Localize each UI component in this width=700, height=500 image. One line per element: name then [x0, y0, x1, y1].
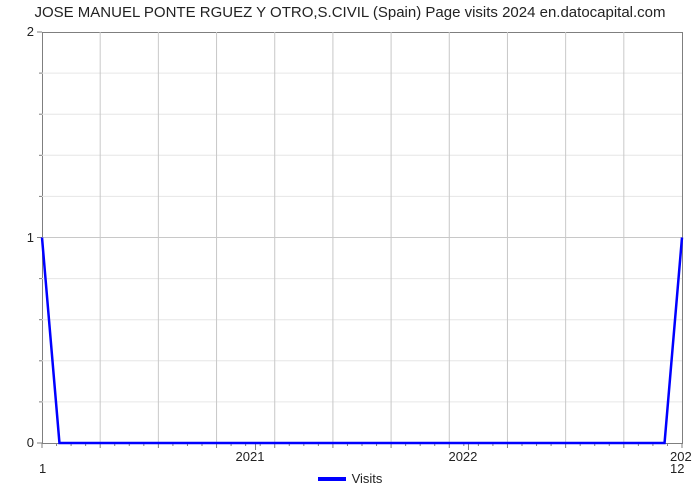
x-tick-2021: 2021 — [236, 449, 265, 464]
legend: Visits — [0, 471, 700, 486]
chart-svg — [0, 0, 700, 500]
legend-swatch-visits — [318, 477, 346, 481]
x-end-right-clipped: 202 — [670, 449, 700, 464]
x-tick-2022: 2022 — [448, 449, 477, 464]
y-tick-0: 0 — [27, 435, 34, 450]
chart-container: JOSE MANUEL PONTE RGUEZ Y OTRO,S.CIVIL (… — [0, 0, 700, 500]
legend-label: Visits — [352, 471, 383, 486]
y-tick-1: 1 — [27, 230, 34, 245]
y-tick-2: 2 — [27, 24, 34, 39]
